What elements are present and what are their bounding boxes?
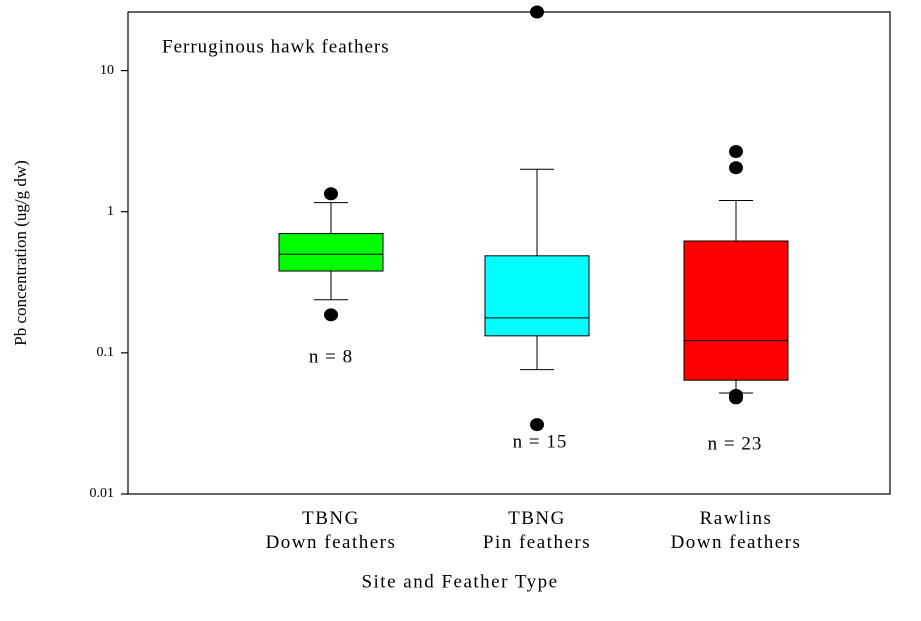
- annotation: n = 15: [513, 431, 568, 452]
- plot-frame: [127, 11, 891, 495]
- outlier: [530, 5, 544, 19]
- y-tick-label: 10: [100, 63, 114, 78]
- x-tick-label: Rawlins Down feathers: [670, 508, 802, 553]
- outlier: [729, 391, 743, 405]
- annotation: n = 8: [309, 346, 353, 367]
- box: [683, 240, 789, 381]
- y-tick-label: 1: [107, 204, 114, 219]
- outlier: [729, 145, 743, 159]
- y-tick-label: 0.1: [97, 345, 115, 360]
- x-tick-label: TBNG Down feathers: [265, 508, 397, 553]
- outlier: [729, 161, 743, 175]
- outlier: [324, 308, 338, 322]
- box: [484, 255, 590, 337]
- outlier: [324, 187, 338, 201]
- y-axis-label: Pb concentration (ug/g dw): [11, 160, 30, 346]
- y-tick-label: 0.01: [90, 486, 115, 501]
- x-axis-label: Site and Feather Type: [361, 571, 558, 592]
- outlier: [530, 418, 544, 432]
- annotation: Ferruginous hawk feathers: [162, 36, 390, 57]
- box: [278, 233, 384, 272]
- x-tick-label: TBNG Pin feathers: [482, 508, 592, 553]
- annotation: n = 23: [708, 433, 763, 454]
